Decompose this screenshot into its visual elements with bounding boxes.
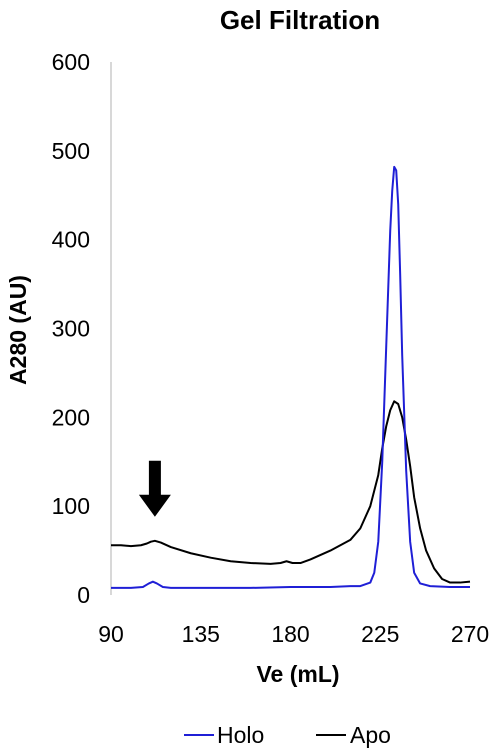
series-line-holo: [111, 165, 470, 589]
y-tick-label: 400: [52, 227, 90, 253]
y-axis-title: A280 (AU): [5, 275, 31, 385]
y-tick-label: 200: [52, 404, 90, 430]
legend: Holo Apo: [184, 722, 391, 748]
y-tick-label: 0: [77, 582, 90, 608]
x-tick-label: 270: [451, 621, 489, 647]
chart-title: Gel Filtration: [220, 5, 380, 35]
y-axis-ticks: 0 100 200 300 400 500 600: [52, 49, 90, 608]
x-tick-label: 180: [271, 621, 309, 647]
x-tick-label: 225: [361, 621, 399, 647]
series-layer: [111, 165, 471, 589]
y-tick-label: 300: [52, 316, 90, 342]
y-tick-label: 100: [52, 493, 90, 519]
x-tick-label: 90: [98, 621, 124, 647]
legend-label-apo: Apo: [350, 722, 391, 748]
x-tick-label: 135: [182, 621, 220, 647]
legend-label-holo: Holo: [217, 722, 264, 748]
plot-area: 0 100 200 300 400 500 600 90 135 180 225 270: [52, 49, 490, 647]
x-axis-title: Ve (mL): [256, 661, 339, 687]
series-line-apo: [111, 400, 471, 584]
y-tick-label: 600: [52, 49, 90, 75]
x-axis-ticks: 90 135 180 225 270: [98, 621, 489, 647]
annotation-layer: [138, 460, 171, 517]
arrow-down-icon: [138, 460, 171, 517]
y-tick-label: 500: [52, 138, 90, 164]
